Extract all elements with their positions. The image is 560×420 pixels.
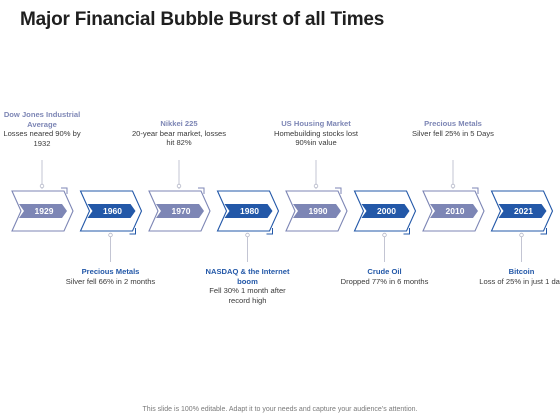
note-heading: Nikkei 225 (160, 119, 198, 128)
corner-mark (61, 187, 68, 194)
year-band (430, 204, 478, 218)
connector-dot (450, 183, 456, 189)
timeline-step-1970: 1970 (148, 160, 211, 232)
year-band (156, 204, 204, 218)
timeline-step-2000: 2000 (353, 190, 417, 262)
year-label: 1970 (172, 206, 191, 216)
note-text: Silver fell 66% in 2 months (65, 276, 156, 286)
year-label: 2021 (514, 206, 533, 216)
year-label: 1929 (35, 206, 54, 216)
note-text: Homebuilding stocks lost 90%in value (274, 128, 358, 148)
year-label: 2010 (446, 206, 465, 216)
timeline-note-1990: US Housing Market Homebuilding stocks los… (268, 119, 364, 148)
note-heading: Crude Oil (367, 267, 402, 276)
year-band (224, 204, 273, 218)
timeline-note-2021: Bitcoin Loss of 25% in just 1 day (474, 267, 560, 286)
corner-mark (472, 187, 479, 194)
timeline-note-1929: Dow Jones Industrial Average Losses neare… (0, 110, 90, 148)
connector-dot (313, 183, 319, 189)
connector-dot (176, 183, 182, 189)
timeline-note-1980: NASDAQ & the Internet boom Fell 30% 1 mon… (200, 267, 296, 305)
year-band (87, 204, 136, 218)
year-band (293, 204, 341, 218)
timeline-step-1990: 1990 (285, 160, 348, 232)
year-label: 1980 (240, 206, 259, 216)
corner-mark (335, 187, 342, 194)
note-text: Loss of 25% in just 1 day (479, 276, 560, 286)
note-heading: US Housing Market (281, 119, 351, 128)
timeline-step-2010: 2010 (422, 160, 485, 232)
corner-mark (198, 187, 205, 194)
note-text: Losses neared 90% by 1932 (3, 129, 81, 148)
timeline-step-2021: 2021 (490, 190, 554, 262)
corner-mark (403, 228, 410, 235)
timeline-note-1960: Precious Metals Silver fell 66% in 2 mont… (63, 267, 159, 286)
timeline-step-1929: 1929 (11, 160, 74, 232)
connector-dot (519, 232, 524, 238)
connector-dot (39, 183, 45, 189)
year-band (498, 204, 547, 218)
connector-dot (245, 232, 250, 238)
note-heading: Precious Metals (424, 119, 482, 128)
timeline-step-1980: 1980 (216, 190, 280, 262)
footer-note: This slide is 100% editable. Adapt it to… (142, 406, 418, 413)
note-heading: Dow Jones Industrial Average (3, 110, 81, 129)
slide-title: Major Financial Bubble Burst of all Time… (20, 9, 385, 30)
note-heading: Bitcoin (508, 267, 535, 276)
note-text: Dropped 77% in 6 months (340, 276, 429, 286)
timeline-note-2010: Precious Metals Silver fell 25% in 5 Days (405, 119, 501, 138)
year-band (19, 204, 67, 218)
note-text: Fell 30% 1 month after record high (209, 286, 286, 305)
corner-mark (266, 228, 273, 235)
connector-dot (108, 232, 113, 238)
timeline-step-1960: 1960 (79, 190, 143, 262)
corner-mark (129, 228, 136, 235)
timeline-note-2000: Crude Oil Dropped 77% in 6 months (337, 267, 433, 286)
connector-dot (382, 232, 387, 238)
note-text: 20-year bear market, losses hit 82% (131, 128, 227, 148)
note-heading: NASDAQ & the Internet boom (205, 267, 290, 286)
corner-mark (540, 228, 547, 235)
year-label: 1990 (309, 206, 328, 216)
year-label: 1960 (103, 206, 122, 216)
timeline-note-1970: Nikkei 225 20-year bear market, losses hi… (131, 119, 227, 148)
year-band (361, 204, 410, 218)
year-label: 2000 (377, 206, 396, 216)
note-text: Silver fell 25% in 5 Days (412, 128, 494, 138)
note-heading: Precious Metals (81, 267, 140, 276)
top-rule (0, 0, 560, 3)
